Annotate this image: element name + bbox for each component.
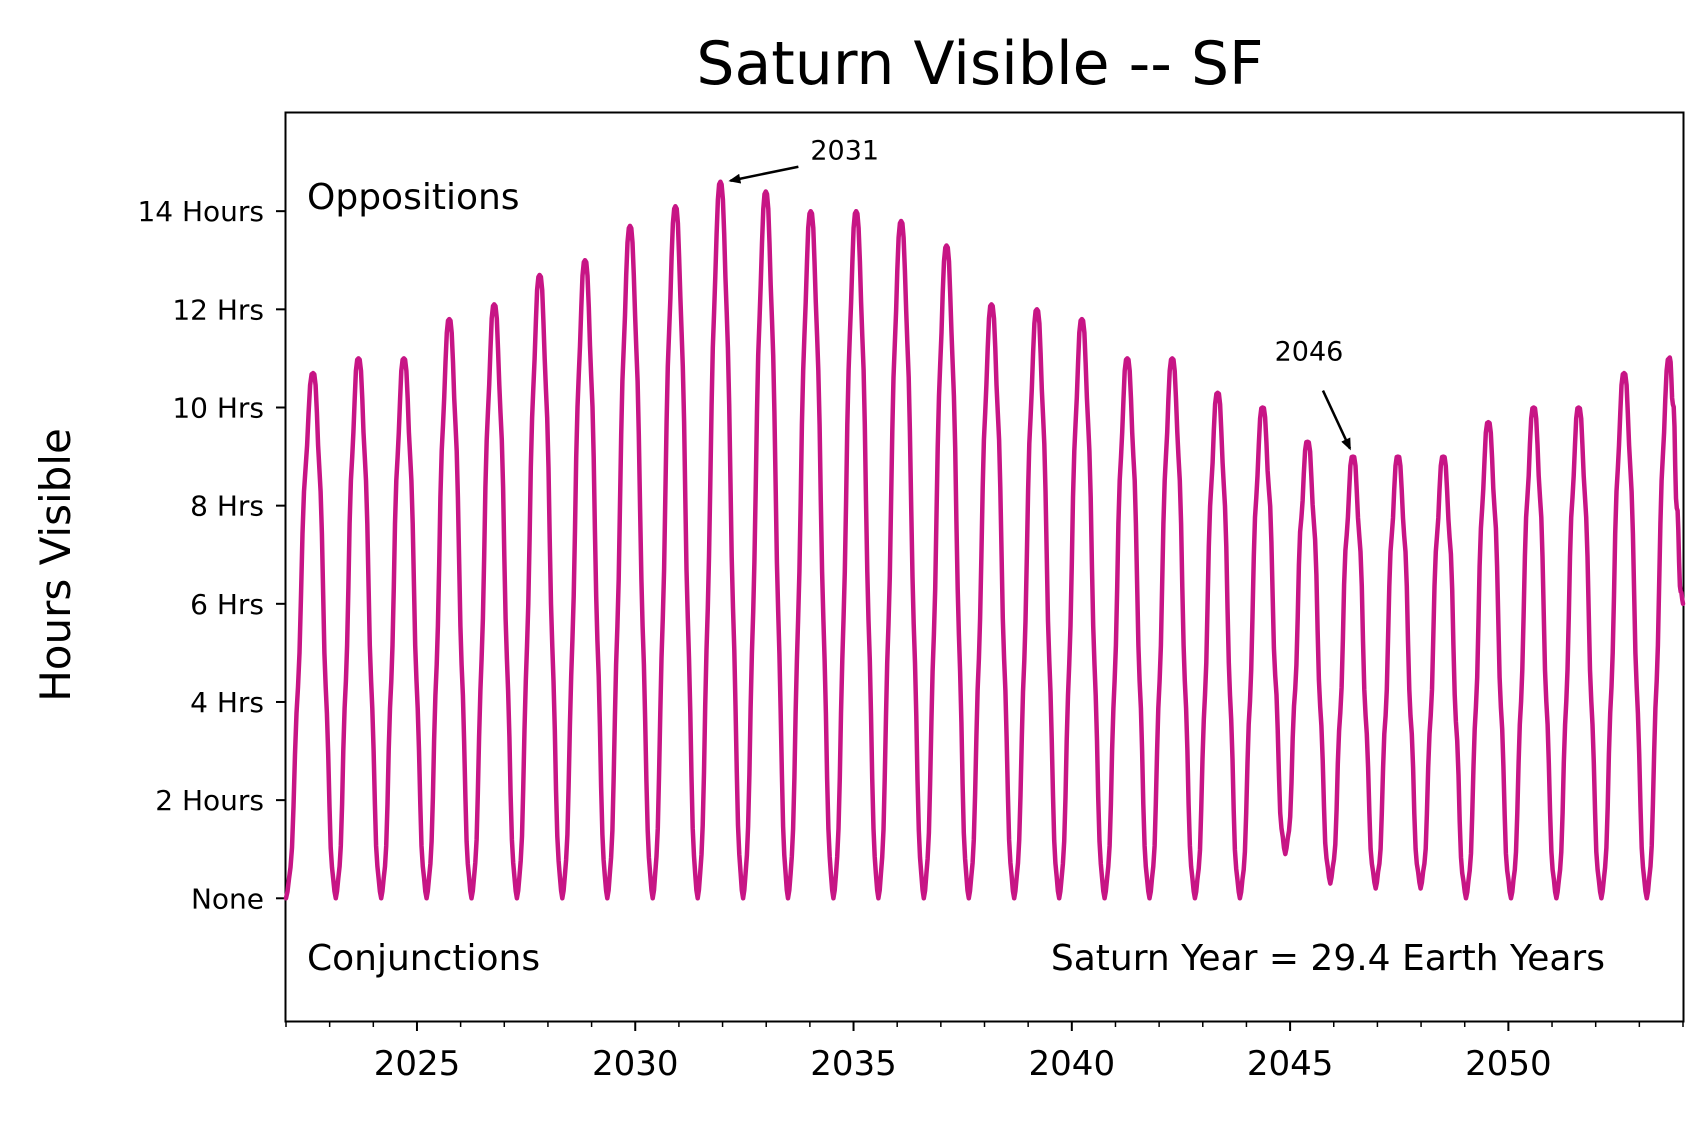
- y-tick-label: 6 Hrs: [190, 588, 264, 621]
- annotation-arrow: [1321, 390, 1352, 451]
- annotation-arrow: [728, 165, 799, 184]
- x-axis-ticks: 2025 2030 2035 2040 2045 2050: [374, 1021, 1552, 1084]
- x-tick-label: 2050: [1465, 1044, 1552, 1084]
- annotation-label: 2046: [1275, 337, 1344, 368]
- y-axis-ticks: None 2 Hours 4 Hrs 6 Hrs 8 Hrs 10 Hrs 12 Hrs 14…: [137, 195, 286, 915]
- series-line-saturn-hours: [283, 179, 1686, 901]
- y-tick-label: 8 Hrs: [190, 490, 264, 523]
- x-tick-label: 2035: [810, 1044, 897, 1084]
- saturn-year-label: Saturn Year = 29.4 Earth Years: [1051, 938, 1605, 979]
- y-tick-label: 14 Hours: [137, 195, 264, 228]
- y-tick-label: 2 Hours: [155, 784, 264, 817]
- x-tick-label: 2045: [1247, 1044, 1334, 1084]
- y-tick-label: 10 Hrs: [172, 391, 264, 424]
- y-tick-label: None: [191, 882, 264, 915]
- y-tick-label: 12 Hrs: [172, 293, 264, 326]
- x-tick-label: 2030: [592, 1044, 679, 1084]
- annotation-label: 2031: [810, 136, 879, 167]
- oppositions-label: Oppositions: [307, 177, 520, 218]
- y-axis-label: Hours Visible: [31, 428, 80, 702]
- x-axis-minor-ticks: [285, 1021, 1684, 1027]
- x-tick-label: 2025: [374, 1044, 461, 1084]
- annotations: 2031 2046: [728, 136, 1352, 451]
- x-tick-label: 2040: [1029, 1044, 1116, 1084]
- y-tick-label: 4 Hrs: [190, 686, 264, 719]
- conjunctions-label: Conjunctions: [307, 938, 540, 979]
- chart-title: Saturn Visible -- SF: [696, 29, 1263, 99]
- plot-frame: [284, 111, 1685, 1023]
